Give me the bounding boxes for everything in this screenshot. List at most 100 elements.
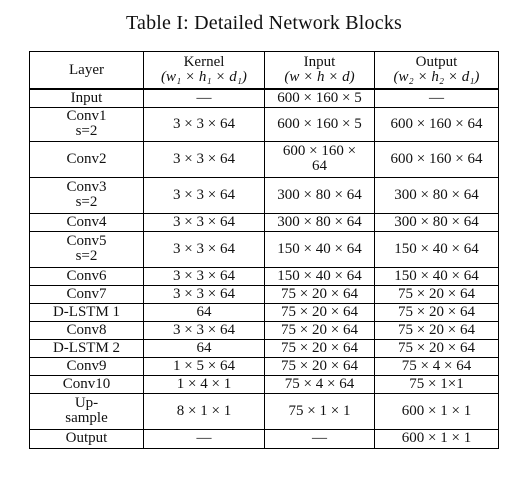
kernel-cell: 3 × 3 × 64 <box>143 266 265 286</box>
header-output: Output (w₂ × h₂ × d₁) <box>374 51 499 90</box>
table-row: Conv8 3 × 3 × 64 75 × 20 × 64 75 × 20 × 64 <box>29 320 499 340</box>
layer-cell: Conv7 <box>29 284 144 304</box>
layer-cell: Conv8 <box>29 320 144 340</box>
layer-name: Conv7 <box>66 285 107 302</box>
layer-cell: D-LSTM 1 <box>29 302 144 322</box>
input-dims: 75 × 1 × 1 <box>288 402 351 419</box>
layer-cell: Conv4 <box>29 212 144 232</box>
output-cell: 600 × 1 × 1 <box>374 392 499 430</box>
layer-cell: Input <box>29 88 144 108</box>
kernel-cell: 3 × 3 × 64 <box>143 140 265 178</box>
layer-name: Conv3 <box>66 179 107 195</box>
header-kernel-dims: (w₁ × h₁ × d₁) <box>161 69 247 85</box>
header-output-title: Output <box>415 54 458 70</box>
output-cell: 150 × 40 × 64 <box>374 266 499 286</box>
header-row: Layer Kernel (w₁ × h₁ × d₁) Input (w × h… <box>29 51 499 90</box>
input-cell: 75 × 1 × 1 <box>264 392 375 430</box>
layer-name: Conv4 <box>66 213 107 230</box>
input-cell: 150 × 40 × 64 <box>264 230 375 268</box>
output-cell: — <box>374 88 499 108</box>
network-blocks-table: Layer Kernel (w₁ × h₁ × d₁) Input (w × h… <box>29 51 499 449</box>
output-cell: 75 × 20 × 64 <box>374 284 499 304</box>
input-dims: 75 × 20 × 64 <box>281 357 358 374</box>
layer-name: Up- <box>74 395 99 411</box>
layer-name: sample <box>65 410 108 426</box>
header-output-dims: (w₂ × h₂ × d₁) <box>393 69 480 85</box>
table-row: Output — — 600 × 1 × 1 <box>29 428 499 449</box>
output-cell: 75 × 20 × 64 <box>374 338 499 358</box>
layer-name: Conv5 <box>66 233 107 249</box>
input-dims: 600 × 160 × <box>282 143 357 159</box>
kernel-cell: 64 <box>143 338 265 358</box>
output-cell: 75 × 20 × 64 <box>374 320 499 340</box>
layer-cell: Conv1 s=2 <box>29 106 144 142</box>
table-row: Conv7 3 × 3 × 64 75 × 20 × 64 75 × 20 × 64 <box>29 284 499 304</box>
layer-cell: Conv5 s=2 <box>29 230 144 268</box>
input-cell: 150 × 40 × 64 <box>264 266 375 286</box>
output-cell: 150 × 40 × 64 <box>374 230 499 268</box>
table-row: Conv4 3 × 3 × 64 300 × 80 × 64 300 × 80 × 6… <box>29 212 499 232</box>
input-cell: 600 × 160 × 5 <box>264 106 375 142</box>
layer-name: Conv2 <box>66 150 107 167</box>
input-dims: 600 × 160 × 5 <box>277 89 362 106</box>
input-dims: 75 × 4 × 64 <box>284 375 355 392</box>
input-cell: 75 × 20 × 64 <box>264 320 375 340</box>
input-cell: 75 × 20 × 64 <box>264 302 375 322</box>
layer-name: Conv8 <box>66 321 107 338</box>
output-cell: 300 × 80 × 64 <box>374 176 499 214</box>
input-cell: 300 × 80 × 64 <box>264 212 375 232</box>
layer-name: s=2 <box>75 194 98 210</box>
input-dims: — <box>312 430 327 446</box>
kernel-cell: — <box>143 88 265 108</box>
input-cell: 75 × 20 × 64 <box>264 356 375 376</box>
layer-name: Conv1 <box>66 108 107 124</box>
table-row: Input — 600 × 160 × 5 — <box>29 88 499 108</box>
input-cell: — <box>264 428 375 449</box>
input-cell: 600 × 160 × 5 <box>264 88 375 108</box>
input-dims: 300 × 80 × 64 <box>277 213 362 230</box>
header-layer: Layer <box>29 51 144 90</box>
layer-name: s=2 <box>75 123 98 139</box>
table-row: Up-sample 8 × 1 × 1 75 × 1 × 1 600 × 1 × 1 <box>29 392 499 430</box>
input-dims: 600 × 160 × 5 <box>277 115 362 132</box>
header-kernel-title: Kernel <box>183 54 225 70</box>
layer-name: D-LSTM 1 <box>52 303 121 320</box>
kernel-cell: 3 × 3 × 64 <box>143 320 265 340</box>
output-cell: 600 × 1 × 1 <box>374 428 499 449</box>
kernel-cell: 3 × 3 × 64 <box>143 106 265 142</box>
input-cell: 600 × 160 × 64 <box>264 140 375 178</box>
input-dims: 300 × 80 × 64 <box>277 186 362 203</box>
layer-name: Conv10 <box>62 375 111 392</box>
layer-name: Output <box>65 430 108 446</box>
table-row: D-LSTM 1 64 75 × 20 × 64 75 × 20 × 64 <box>29 302 499 322</box>
layer-cell: Conv2 <box>29 140 144 178</box>
header-input: Input (w × h × d) <box>264 51 375 90</box>
input-dims: 75 × 20 × 64 <box>281 321 358 338</box>
table-row: Conv1 s=2 3 × 3 × 64 600 × 160 × 5 600 × 160… <box>29 106 499 142</box>
layer-name: Input <box>70 89 103 106</box>
header-input-dims: (w × h × d) <box>284 69 355 85</box>
output-cell: 300 × 80 × 64 <box>374 212 499 232</box>
table-row: Conv10 1 × 4 × 1 75 × 4 × 64 75 × 1×1 <box>29 374 499 394</box>
layer-cell: Up-sample <box>29 392 144 430</box>
layer-name: Conv9 <box>66 357 107 374</box>
output-cell: 600 × 160 × 64 <box>374 140 499 178</box>
input-dims: 150 × 40 × 64 <box>277 267 362 284</box>
input-cell: 300 × 80 × 64 <box>264 176 375 214</box>
kernel-cell: 1 × 4 × 1 <box>143 374 265 394</box>
layer-name: Conv6 <box>66 267 107 284</box>
layer-name: s=2 <box>75 248 98 264</box>
header-kernel: Kernel (w₁ × h₁ × d₁) <box>143 51 265 90</box>
input-dims: 75 × 20 × 64 <box>281 303 358 320</box>
header-layer-title: Layer <box>69 61 104 78</box>
table-row: D-LSTM 2 64 75 × 20 × 64 75 × 20 × 64 <box>29 338 499 358</box>
input-dims: 75 × 20 × 64 <box>281 285 358 302</box>
layer-cell: Output <box>29 428 144 449</box>
table-row: Conv3 s=2 3 × 3 × 64 300 × 80 × 64 300 × 80 … <box>29 176 499 214</box>
input-cell: 75 × 20 × 64 <box>264 284 375 304</box>
layer-cell: Conv3 s=2 <box>29 176 144 214</box>
kernel-cell: 1 × 5 × 64 <box>143 356 265 376</box>
output-cell: 75 × 4 × 64 <box>374 356 499 376</box>
table-row: Conv9 1 × 5 × 64 75 × 20 × 64 75 × 4 × 64 <box>29 356 499 376</box>
table-body: Input —600 × 160 × 5— Conv1 s=2 3 × 3 × 64 60… <box>29 88 499 449</box>
